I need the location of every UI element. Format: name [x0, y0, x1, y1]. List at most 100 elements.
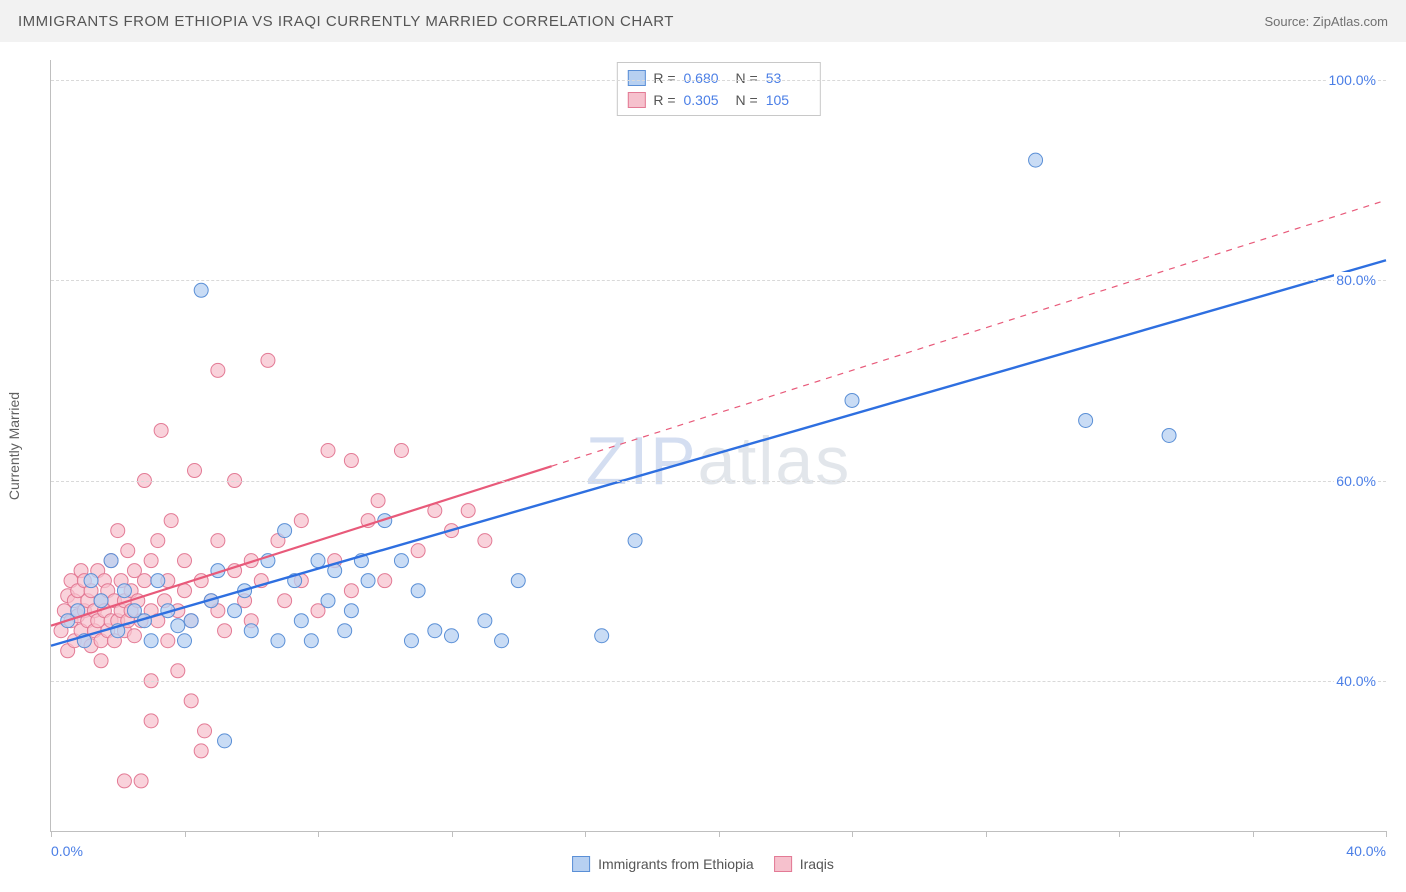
y-tick-label: 60.0%: [1334, 473, 1378, 489]
ethiopia-point: [428, 624, 442, 638]
iraqis-point: [184, 694, 198, 708]
iraqis-point: [261, 353, 275, 367]
iraqis-point: [478, 534, 492, 548]
iraqis-point: [394, 444, 408, 458]
ethiopia-trendline: [51, 260, 1386, 646]
ethiopia-point: [171, 619, 185, 633]
iraqis-point: [188, 464, 202, 478]
iraqis-point: [178, 554, 192, 568]
ethiopia-point: [394, 554, 408, 568]
y-tick-label: 100.0%: [1327, 72, 1378, 88]
iraqis-point: [461, 504, 475, 518]
x-tick: [1253, 831, 1254, 837]
ethiopia-point: [1079, 413, 1093, 427]
gridline-h: [51, 280, 1386, 281]
ethiopia-point: [94, 594, 108, 608]
iraqis-point: [117, 774, 131, 788]
gridline-h: [51, 481, 1386, 482]
iraqis-point: [344, 454, 358, 468]
x-tick: [1386, 831, 1387, 837]
ethiopia-point: [338, 624, 352, 638]
header-bar: IMMIGRANTS FROM ETHIOPIA VS IRAQI CURREN…: [0, 0, 1406, 42]
ethiopia-point: [151, 574, 165, 588]
corr-row-ethiopia: R = 0.680 N = 53: [627, 67, 809, 89]
ethiopia-point: [184, 614, 198, 628]
x-tick-label-min: 0.0%: [51, 843, 83, 859]
ethiopia-point: [1029, 153, 1043, 167]
ethiopia-point: [178, 634, 192, 648]
swatch-iraqis: [627, 92, 645, 108]
iraqis-point: [121, 544, 135, 558]
legend-swatch-iraqis: [774, 856, 792, 872]
iraqis-point: [411, 544, 425, 558]
ethiopia-point: [344, 604, 358, 618]
iraqis-point: [111, 524, 125, 538]
ethiopia-point: [1162, 428, 1176, 442]
y-axis-title: Currently Married: [6, 392, 22, 500]
x-tick: [852, 831, 853, 837]
legend-item-iraqis: Iraqis: [774, 856, 834, 872]
iraqis-point: [134, 774, 148, 788]
ethiopia-point: [104, 554, 118, 568]
gridline-h: [51, 681, 1386, 682]
gridline-h: [51, 80, 1386, 81]
x-tick-label-max: 40.0%: [1346, 843, 1386, 859]
x-tick: [719, 831, 720, 837]
n-label-2: N =: [736, 89, 758, 111]
n-value-ethiopia: 53: [766, 67, 810, 89]
iraqis-point: [294, 514, 308, 528]
iraqis-point: [371, 494, 385, 508]
iraqis-point: [218, 624, 232, 638]
y-tick-label: 80.0%: [1334, 272, 1378, 288]
iraqis-point: [164, 514, 178, 528]
ethiopia-point: [628, 534, 642, 548]
x-tick: [1119, 831, 1120, 837]
corr-row-iraqis: R = 0.305 N = 105: [627, 89, 809, 111]
r-label: R =: [653, 67, 675, 89]
ethiopia-point: [278, 524, 292, 538]
iraqis-point: [198, 724, 212, 738]
iraqis-point: [161, 634, 175, 648]
x-tick: [986, 831, 987, 837]
correlation-box: R = 0.680 N = 53 R = 0.305 N = 105: [616, 62, 820, 116]
x-tick: [452, 831, 453, 837]
y-tick-label: 40.0%: [1334, 673, 1378, 689]
iraqis-point: [378, 574, 392, 588]
ethiopia-point: [404, 634, 418, 648]
r-label-2: R =: [653, 89, 675, 111]
iraqis-point: [94, 654, 108, 668]
ethiopia-point: [845, 393, 859, 407]
ethiopia-point: [228, 604, 242, 618]
iraqis-point: [194, 744, 208, 758]
ethiopia-point: [595, 629, 609, 643]
ethiopia-point: [294, 614, 308, 628]
ethiopia-point: [411, 584, 425, 598]
iraqis-trendline-dashed: [552, 200, 1386, 466]
iraqis-point: [171, 664, 185, 678]
n-value-iraqis: 105: [766, 89, 810, 111]
ethiopia-point: [361, 574, 375, 588]
iraqis-point: [278, 594, 292, 608]
ethiopia-point: [194, 283, 208, 297]
ethiopia-point: [84, 574, 98, 588]
legend-swatch-ethiopia: [572, 856, 590, 872]
swatch-ethiopia: [627, 70, 645, 86]
iraqis-point: [321, 444, 335, 458]
legend-label-ethiopia: Immigrants from Ethiopia: [598, 856, 754, 872]
iraqis-point: [144, 714, 158, 728]
ethiopia-point: [144, 634, 158, 648]
source-label: Source: ZipAtlas.com: [1264, 14, 1388, 29]
bottom-legend: Immigrants from Ethiopia Iraqis: [572, 856, 834, 872]
r-value-ethiopia: 0.680: [684, 67, 728, 89]
x-tick: [51, 831, 52, 837]
chart-title: IMMIGRANTS FROM ETHIOPIA VS IRAQI CURREN…: [18, 13, 674, 30]
ethiopia-point: [311, 554, 325, 568]
ethiopia-point: [511, 574, 525, 588]
iraqis-point: [127, 629, 141, 643]
iraqis-point: [211, 363, 225, 377]
ethiopia-point: [117, 584, 131, 598]
iraqis-point: [211, 534, 225, 548]
ethiopia-point: [218, 734, 232, 748]
ethiopia-point: [478, 614, 492, 628]
iraqis-point: [154, 423, 168, 437]
